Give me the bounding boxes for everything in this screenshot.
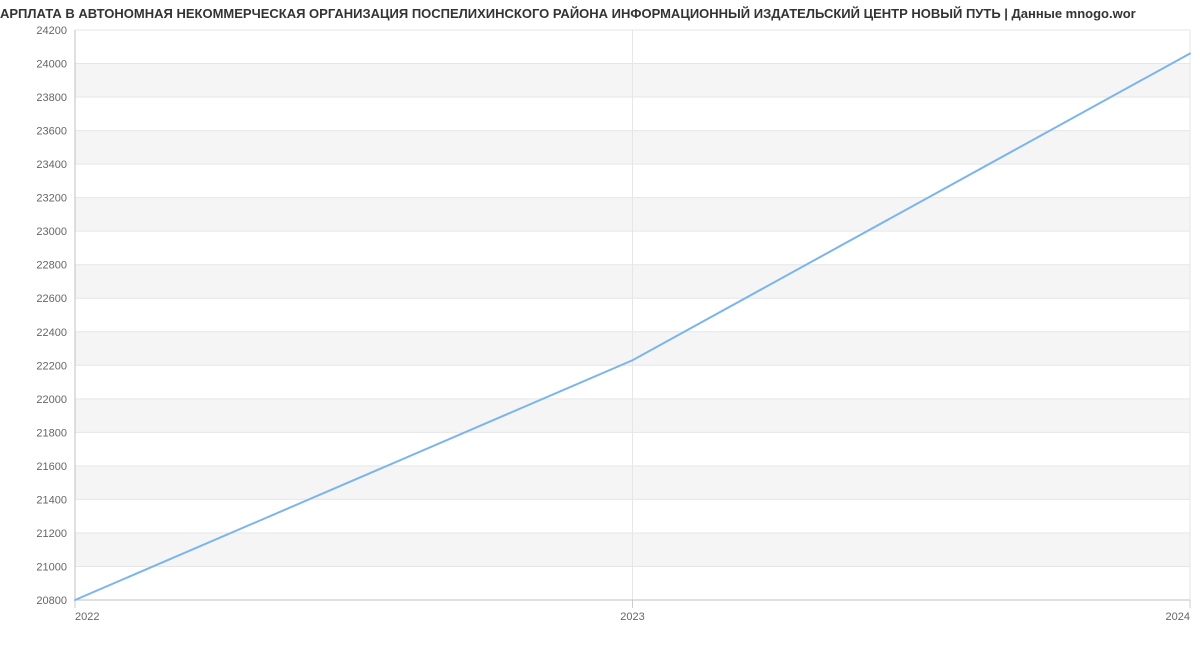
y-tick-label: 22600 [36,293,67,305]
y-tick-label: 21800 [36,427,67,439]
y-tick-label: 20800 [36,595,67,607]
x-tick-label: 2024 [1166,611,1190,623]
y-tick-label: 21600 [36,461,67,473]
y-tick-label: 23600 [36,126,67,138]
y-tick-label: 21200 [36,528,67,540]
y-tick-label: 22400 [36,327,67,339]
y-tick-label: 23000 [36,226,67,238]
y-tick-label: 23400 [36,159,67,171]
y-tick-label: 23800 [36,92,67,104]
salary-line-chart: 20800 21000 21200 21400 21600 21800 22000 22200… [0,0,1200,650]
y-tick-label: 24200 [36,25,67,37]
x-tick-label: 2022 [75,611,99,623]
y-tick-label: 22200 [36,360,67,372]
y-tick-label: 22000 [36,394,67,406]
y-tick-label: 21400 [36,494,67,506]
x-tick-label: 2023 [620,611,644,623]
y-tick-label: 22800 [36,260,67,272]
y-tick-label: 23200 [36,193,67,205]
chart-canvas: 20800 21000 21200 21400 21600 21800 22000 22200… [0,0,1200,650]
y-tick-label: 24000 [36,59,67,71]
y-tick-label: 21000 [36,561,67,573]
